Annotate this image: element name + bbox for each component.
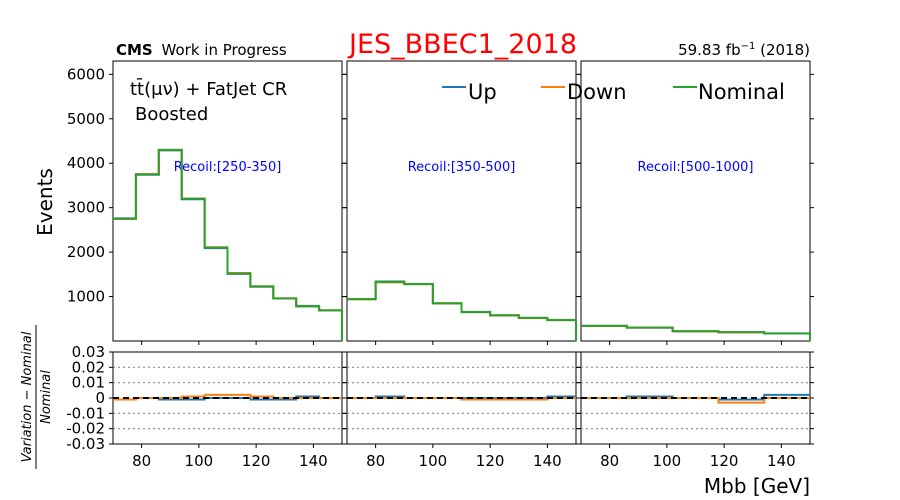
ratio-tick-label: -0.01 bbox=[66, 404, 105, 422]
region-label: tt̄(μν) + FatJet CR bbox=[130, 78, 287, 100]
x-tick-label: 100 bbox=[653, 452, 682, 470]
x-tick-label: 100 bbox=[419, 452, 448, 470]
series-nominal bbox=[347, 280, 577, 341]
panel-3: 80 100 120 140 Recoil:[500-1000] bbox=[577, 60, 814, 470]
ratio-tick-label: -0.03 bbox=[66, 435, 105, 453]
series-nominal bbox=[113, 148, 343, 341]
status-text: Work in Progress bbox=[162, 41, 287, 59]
panels: 1000200030004000500060000.030.020.010-0.… bbox=[66, 60, 814, 470]
ratio-tick-label: 0.02 bbox=[72, 358, 105, 376]
main-frame bbox=[346, 60, 577, 342]
panel-2: 80 100 120 140 Recoil:[350-500] bbox=[343, 60, 580, 470]
x-tick-label: 120 bbox=[242, 452, 271, 470]
series-up bbox=[113, 149, 343, 341]
main-frame bbox=[112, 60, 343, 342]
lumi-value: 59.83 fb bbox=[678, 41, 741, 59]
ratio-label-numerator: Variation − Nominal bbox=[20, 331, 35, 462]
y-axis-label: Events bbox=[33, 168, 57, 236]
y-tick-label: 1000 bbox=[67, 288, 105, 306]
x-tick-label: 100 bbox=[185, 452, 214, 470]
ratio-axis-label: Variation − Nominal Nominal bbox=[20, 325, 54, 469]
y-tick-label: 2000 bbox=[67, 243, 105, 261]
x-tick-label: 80 bbox=[132, 452, 151, 470]
recoil-label: Recoil:[350-500] bbox=[408, 160, 516, 175]
lumi-year: (2018) bbox=[755, 41, 810, 59]
recoil-label: Recoil:[500-1000] bbox=[638, 160, 754, 175]
x-tick-label: 120 bbox=[710, 452, 739, 470]
cms-label: CMS Work in Progress bbox=[116, 41, 287, 59]
main-frame bbox=[580, 60, 811, 342]
legend-nominal-label: Nominal bbox=[698, 80, 785, 104]
x-tick-label: 120 bbox=[476, 452, 505, 470]
legend: Up Down Nominal bbox=[442, 80, 785, 104]
x-tick-label: 140 bbox=[767, 452, 796, 470]
ratio-tick-label: 0.01 bbox=[72, 374, 105, 392]
x-tick-label: 80 bbox=[366, 452, 385, 470]
recoil-label: Recoil:[250-350] bbox=[174, 160, 282, 175]
lumi-label: 59.83 fb−1 (2018) bbox=[678, 41, 810, 59]
ratio-down bbox=[347, 397, 576, 401]
ratio-tick-label: 0.03 bbox=[72, 343, 105, 361]
ratio-tick-label: -0.02 bbox=[66, 420, 105, 438]
region-sublabel: Boosted bbox=[135, 104, 208, 125]
ratio-tick-label: 0 bbox=[95, 389, 105, 407]
x-tick-label: 140 bbox=[533, 452, 562, 470]
series-down bbox=[113, 148, 343, 341]
y-tick-label: 3000 bbox=[67, 199, 105, 217]
experiment-name: CMS bbox=[116, 41, 153, 59]
lumi-exponent: −1 bbox=[741, 41, 756, 52]
legend-down-label: Down bbox=[567, 80, 627, 104]
panel-1: 1000200030004000500060000.030.020.010-0.… bbox=[66, 60, 346, 470]
x-tick-label: 140 bbox=[299, 452, 328, 470]
series-nominal bbox=[581, 324, 811, 341]
y-tick-label: 4000 bbox=[67, 154, 105, 172]
y-tick-label: 6000 bbox=[67, 65, 105, 83]
y-tick-label: 5000 bbox=[67, 110, 105, 128]
x-tick-label: 80 bbox=[600, 452, 619, 470]
x-axis-label: Mbb [GeV] bbox=[704, 474, 810, 498]
plot-title: JES_BBEC1_2018 bbox=[347, 29, 577, 60]
legend-up-label: Up bbox=[468, 80, 497, 104]
ratio-label-denominator: Nominal bbox=[39, 370, 54, 424]
